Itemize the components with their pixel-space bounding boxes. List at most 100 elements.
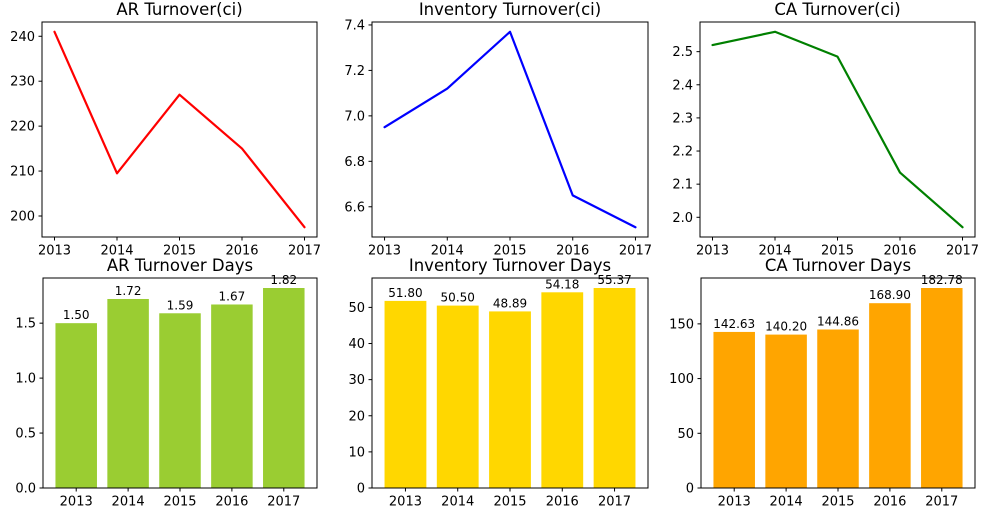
x-tick-label: 2013 [718,495,751,510]
x-tick-label: 2013 [389,495,422,510]
x-tick-label: 2015 [493,244,526,259]
x-tick-label: 2014 [100,244,133,259]
bar-2015 [159,313,201,488]
y-tick-label: 200 [10,209,35,224]
y-tick-label: 10 [348,445,365,460]
axes-frame [699,21,976,238]
subplot-ar-turnover-ci: 200 210 220 230 240 2013 2014 2015 2016 2017 AR Tu… [10,0,321,259]
y-tick-label: 1.5 [15,317,36,332]
bar-value-label: 54.18 [545,277,579,291]
axes-frame [41,21,318,238]
y-tick-label: 240 [10,30,35,45]
y-tick-label: 210 [10,165,35,180]
y-tick-label: 7.0 [344,109,365,124]
y-tick-label: 150 [669,317,694,332]
y-tick-label: 0.0 [15,482,36,497]
bar-2013 [384,300,427,488]
bar-2014 [436,305,479,488]
axes-frame [371,21,649,238]
y-tick-label: 2.3 [672,111,693,126]
x-tick-label: 2015 [821,495,854,510]
bar-value-label: 140.20 [765,320,807,334]
chart-title: Inventory Turnover Days [409,256,611,275]
y-tick-label: 50 [677,427,694,442]
x-tick-label: 2017 [619,244,652,259]
bar-2016 [211,304,253,488]
y-tick-label: 2.0 [672,211,693,226]
x-tick-label: 2017 [267,495,300,510]
y-tick-label: 1.0 [15,372,36,387]
y-tick-label: 0.5 [15,427,36,442]
x-tick-label: 2014 [112,495,145,510]
y-tick-label: 230 [10,75,35,90]
y-tick-label: 2.2 [672,145,693,160]
x-tick-label: 2015 [821,244,854,259]
x-tick-label: 2016 [883,244,916,259]
bar-value-label: 142.63 [713,317,755,331]
x-tick-label: 2014 [770,495,803,510]
x-tick-label: 2016 [215,495,248,510]
bar-value-label: 182.78 [921,273,963,287]
y-tick-label: 50 [348,301,365,316]
line-series [53,30,306,229]
bar-value-label: 51.80 [388,286,422,300]
x-tick-label: 2013 [38,244,71,259]
subplot-ca-turnover-ci: 2.0 2.1 2.2 2.3 2.4 2.5 2013 2014 2015 2016 2017 CA… [672,0,979,259]
x-tick-label: 2013 [368,244,401,259]
x-tick-label: 2016 [556,244,589,259]
bar-2013 [55,323,97,488]
y-tick-label: 6.8 [344,155,365,170]
x-tick-label: 2013 [60,495,93,510]
bar-2016 [869,303,911,488]
bar-value-label: 168.90 [869,288,911,302]
bar-value-label: 1.59 [167,298,194,312]
bar-2016 [541,292,584,488]
line-series [383,30,637,229]
bar-2017 [593,288,636,488]
x-tick-label: 2014 [431,244,464,259]
chart-title: CA Turnover(ci) [774,0,900,19]
bar-2013 [713,331,755,488]
x-tick-label: 2013 [696,244,729,259]
bar-value-label: 1.67 [219,289,246,303]
bar-2014 [765,334,807,488]
chart-title: AR Turnover Days [107,256,253,275]
x-tick-label: 2017 [946,244,979,259]
bar-2017 [263,288,305,488]
bar-value-label: 1.50 [63,308,90,322]
y-tick-label: 220 [10,120,35,135]
bar-value-label: 48.89 [493,296,527,310]
x-tick-label: 2016 [546,495,579,510]
bar-value-label: 1.82 [270,273,297,287]
x-tick-label: 2016 [225,244,258,259]
y-tick-label: 7.2 [344,64,365,79]
subplot-inventory-turnover-ci: 6.6 6.8 7.0 7.2 7.4 2013 2014 2015 2016 2017 Inven… [344,0,652,259]
bar-2015 [817,329,859,488]
x-tick-label: 2017 [598,495,631,510]
x-tick-label: 2016 [873,495,906,510]
y-tick-label: 100 [669,372,694,387]
x-tick-label: 2014 [441,495,474,510]
y-tick-label: 0 [686,482,694,497]
x-tick-label: 2017 [288,244,321,259]
bar-2015 [489,311,531,488]
y-tick-label: 20 [348,409,365,424]
y-tick-label: 2.4 [672,78,693,93]
bar-value-label: 55.37 [597,273,631,287]
chart-title: AR Turnover(ci) [116,0,242,19]
bar-2017 [921,288,963,488]
chart-title: Inventory Turnover(ci) [419,0,601,19]
subplot-inventory-turnover-days: 51.80 50.50 48.89 54.18 55.37 0 10 20 30 40 50 2013… [348,256,649,510]
bar-2014 [107,298,149,488]
x-tick-label: 2015 [163,495,196,510]
y-tick-label: 40 [348,337,365,352]
line-series [711,30,964,229]
x-tick-label: 2015 [493,495,526,510]
x-tick-label: 2015 [163,244,196,259]
y-tick-label: 2.5 [672,45,693,60]
y-tick-label: 7.4 [344,18,365,33]
subplot-ar-turnover-days: 1.50 1.72 1.59 1.67 1.82 0.0 0.5 1.0 1.5 2013 2014… [15,256,318,510]
y-tick-label: 6.6 [344,200,365,215]
